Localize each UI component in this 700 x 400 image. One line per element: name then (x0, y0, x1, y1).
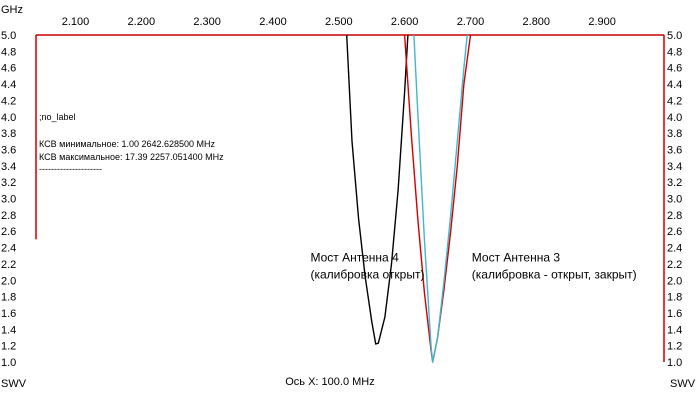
y-tick-label-left: 2.0 (1, 275, 16, 287)
x-ticks: 2.100 2.200 2.300 2.400 2.500 2.600 2.700 2.800… (62, 16, 616, 28)
annotation-antenna3-title: Мост Антенна 3 (472, 250, 561, 264)
y-tick-label-left: 4.2 (1, 95, 16, 107)
y-tick-label-left: 4.8 (1, 46, 16, 58)
y-tick-label-left: 4.0 (1, 112, 16, 124)
y-unit-left-label: SWV (1, 378, 27, 390)
y-tick-label-right: 3.2 (667, 177, 682, 189)
y-tick-label-right: 5.0 (667, 30, 682, 42)
y-tick-label-right: 4.4 (667, 79, 682, 91)
y-tick-label-right: 3.4 (667, 161, 682, 173)
y-tick-label-right: 4.0 (667, 112, 682, 124)
x-tick-label: 2.800 (523, 16, 551, 28)
x-tick-label: 2.200 (128, 16, 156, 28)
y-tick-label-left: 1.2 (1, 341, 16, 353)
series-layer (346, 34, 472, 363)
y-tick-label-right: 3.0 (667, 194, 682, 206)
info-line-min-swr: КСВ минимальное: 1.00 2642.628500 MHz (39, 139, 216, 149)
y-unit-right-label: SWV (670, 378, 696, 390)
y-tick-label-right: 4.6 (667, 63, 682, 75)
info-line-max-swr: КСВ максимальное: 17.39 2257.051400 MHz (39, 152, 224, 162)
x-axis-label: Ось X: 100.0 MHz (285, 376, 374, 388)
y-tick-label-right: 1.6 (667, 308, 682, 320)
y-tick-label-right: 2.0 (667, 275, 682, 287)
y-tick-label-left: 2.8 (1, 210, 16, 222)
y-tick-label-left: 1.8 (1, 292, 16, 304)
series-line-2 (413, 34, 468, 363)
y-tick-label-left: 1.0 (1, 357, 16, 369)
y-tick-label-right: 3.6 (667, 144, 682, 156)
y-tick-label-left: 2.2 (1, 259, 16, 271)
y-tick-label-right: 2.4 (667, 243, 682, 255)
x-tick-label: 2.400 (259, 16, 287, 28)
info-text: ;no_label КСВ минимальное: 1.00 2642.628… (39, 112, 224, 174)
y-tick-label-left: 4.4 (1, 79, 16, 91)
y-tick-label-left: 1.4 (1, 324, 16, 336)
series-line-0 (346, 34, 409, 345)
y-tick-label-right: 4.8 (667, 46, 682, 58)
y-ticks-right: 1.0 1.2 1.4 1.6 1.8 2.0 2.2 2.4 2.6 2.8 3.0 3.2 3.4 3… (667, 30, 682, 369)
annotations: Мост Антенна 4 (калибровка открыт) Мост … (311, 250, 637, 281)
y-tick-label-left: 3.0 (1, 194, 16, 206)
y-tick-label-right: 2.6 (667, 226, 682, 238)
y-tick-label-right: 3.8 (667, 128, 682, 140)
annotation-antenna3-subtitle: (калибровка - открыт, закрыт) (472, 267, 637, 281)
y-tick-label-left: 5.0 (1, 30, 16, 42)
x-tick-label: 2.900 (588, 16, 616, 28)
x-unit-label: GHz (1, 4, 23, 16)
y-tick-label-left: 3.2 (1, 177, 16, 189)
y-tick-label-left: 2.6 (1, 226, 16, 238)
y-tick-label-right: 1.2 (667, 341, 682, 353)
x-tick-label: 2.300 (193, 16, 221, 28)
x-tick-label: 2.100 (62, 16, 90, 28)
y-tick-label-left: 3.8 (1, 128, 16, 140)
y-tick-label-left: 3.6 (1, 144, 16, 156)
y-tick-label-left: 4.6 (1, 63, 16, 75)
y-tick-label-right: 4.2 (667, 95, 682, 107)
x-tick-label: 2.600 (391, 16, 419, 28)
y-tick-label-right: 1.8 (667, 292, 682, 304)
annotation-antenna4-title: Мост Антенна 4 (311, 250, 400, 264)
info-line-separator: --------------------- (39, 164, 102, 174)
y-tick-label-right: 2.2 (667, 259, 682, 271)
y-tick-label-left: 1.6 (1, 308, 16, 320)
y-tick-label-right: 2.8 (667, 210, 682, 222)
y-tick-label-right: 1.4 (667, 324, 682, 336)
y-tick-label-left: 2.4 (1, 243, 16, 255)
x-tick-label: 2.500 (325, 16, 353, 28)
x-tick-label: 2.700 (457, 16, 485, 28)
info-line-label: ;no_label (39, 112, 76, 122)
y-tick-label-right: 1.0 (667, 357, 682, 369)
y-ticks-left: 1.0 1.2 1.4 1.6 1.8 2.0 2.2 2.4 2.6 2.8 3.0 3.2 3.4 3… (1, 30, 16, 369)
annotation-antenna4-subtitle: (калибровка открыт) (311, 267, 425, 281)
y-tick-label-left: 3.4 (1, 161, 16, 173)
